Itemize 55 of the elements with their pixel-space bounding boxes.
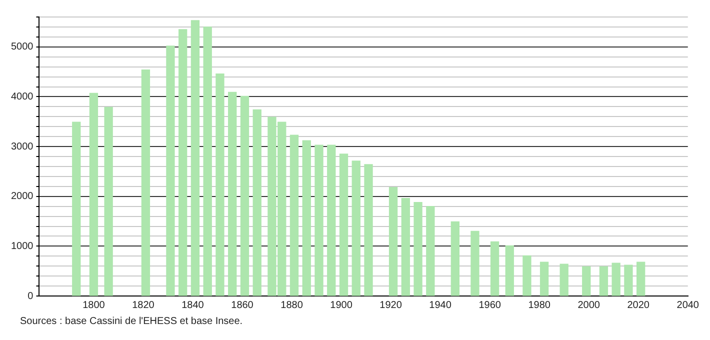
bar — [636, 262, 646, 296]
source-note: Sources : base Cassini de l'EHESS et base Insee. — [20, 316, 244, 327]
x-tick-label: 2000 — [578, 300, 600, 311]
bar — [388, 187, 398, 296]
bar — [490, 241, 500, 296]
x-tick-label: 1800 — [82, 300, 106, 311]
x-tick-label: 1840 — [182, 300, 204, 311]
bar — [89, 92, 98, 296]
bar — [252, 109, 262, 296]
bar — [72, 122, 81, 296]
bar — [599, 266, 608, 296]
bar — [624, 264, 633, 296]
bar — [450, 221, 460, 296]
bar — [228, 92, 237, 296]
bar — [414, 202, 422, 296]
bar — [178, 29, 188, 296]
x-tick-label: 1900 — [330, 300, 353, 311]
bar — [104, 106, 113, 296]
bar — [216, 73, 224, 296]
y-tick-label: 3000 — [10, 141, 34, 152]
y-tick-label: 0 — [28, 290, 34, 302]
bar — [352, 160, 360, 296]
bar — [470, 230, 480, 296]
bar — [166, 46, 175, 296]
bar — [302, 140, 311, 296]
y-tick-label: 5000 — [10, 42, 34, 53]
bar — [505, 245, 514, 296]
bar — [522, 255, 532, 296]
bar — [240, 96, 250, 296]
bar — [314, 144, 324, 296]
bar — [426, 206, 435, 296]
bar — [290, 134, 299, 296]
bar — [339, 154, 348, 296]
bar — [327, 144, 336, 296]
bar — [190, 20, 200, 296]
x-tick-label: 1880 — [280, 300, 304, 311]
x-tick-label: 2040 — [676, 300, 700, 311]
y-tick-label: 4000 — [10, 91, 34, 102]
x-tick-label: 1980 — [528, 300, 551, 311]
bar — [203, 26, 212, 296]
bar — [612, 262, 620, 296]
bar — [401, 198, 410, 296]
bar — [540, 262, 549, 296]
x-tick-label: 1960 — [478, 300, 502, 311]
x-tick-label: 1940 — [429, 300, 452, 311]
y-tick-label: 1000 — [10, 240, 34, 252]
x-tick-label: 1920 — [380, 300, 402, 311]
bar — [582, 266, 591, 296]
bar — [141, 69, 150, 296]
x-tick-label: 2020 — [627, 300, 650, 311]
bar — [364, 164, 373, 296]
y-tick-label: 2000 — [10, 191, 34, 202]
x-tick-label: 1860 — [231, 300, 254, 311]
x-tick-label: 1820 — [132, 300, 155, 311]
bar — [560, 264, 568, 296]
